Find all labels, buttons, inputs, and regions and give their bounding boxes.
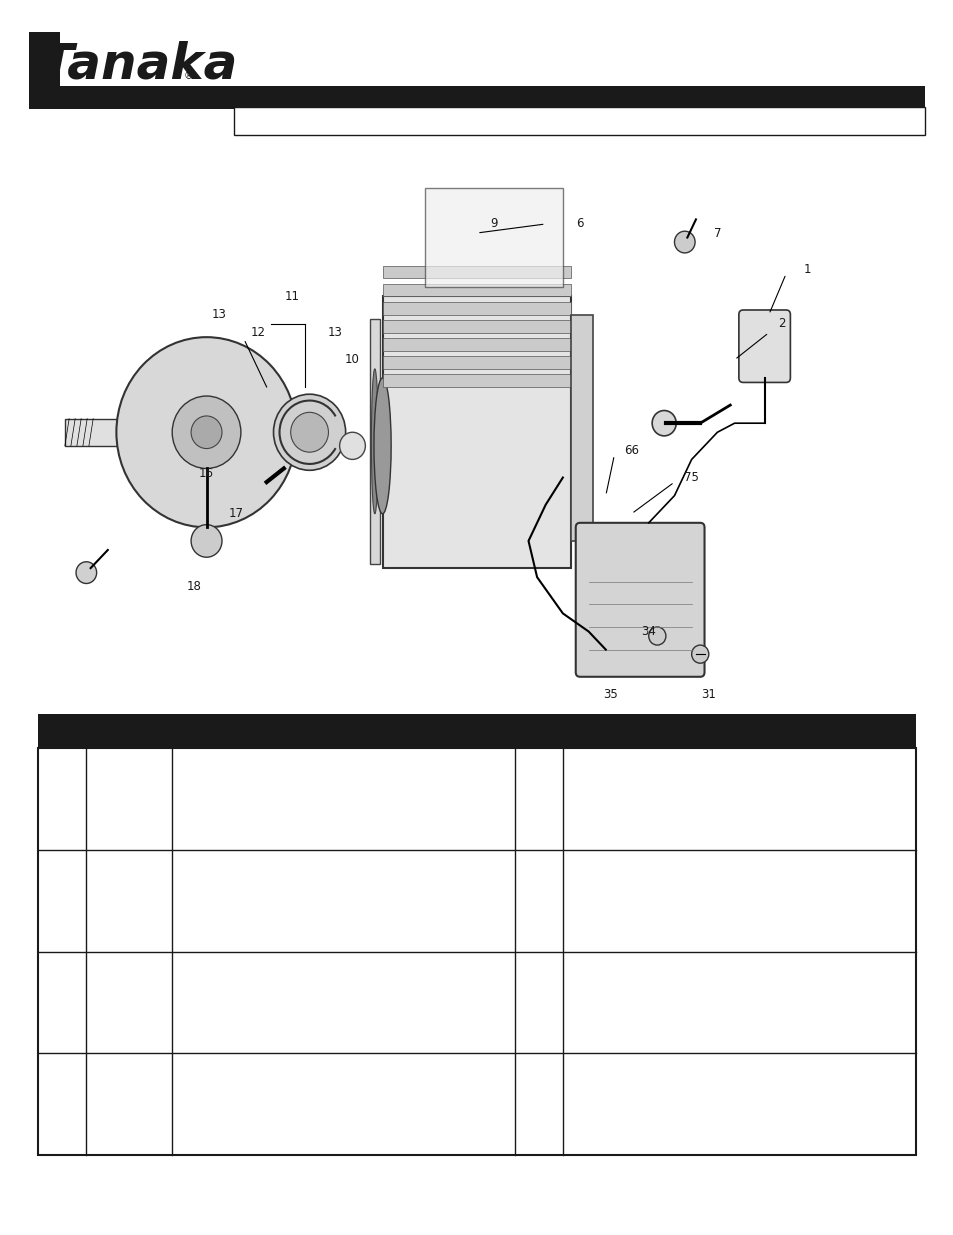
Circle shape [339, 432, 365, 459]
Bar [382, 356, 571, 369]
Bar [29, 86, 924, 109]
Text: 17: 17 [229, 508, 244, 520]
Bar [382, 374, 571, 387]
Text: 13: 13 [328, 326, 342, 340]
Bar [382, 320, 571, 332]
Text: 18: 18 [186, 579, 201, 593]
Text: 12: 12 [251, 326, 265, 340]
Bar [38, 748, 915, 1155]
Circle shape [652, 410, 676, 436]
Text: 35: 35 [602, 688, 617, 701]
Circle shape [691, 645, 708, 663]
FancyBboxPatch shape [738, 310, 789, 383]
Circle shape [116, 337, 296, 527]
Bar [233, 107, 924, 135]
Text: 13: 13 [212, 308, 227, 321]
Text: 31: 31 [700, 688, 716, 701]
Text: 75: 75 [683, 471, 699, 484]
Text: 9: 9 [490, 217, 497, 231]
Circle shape [191, 416, 222, 448]
Bar [382, 284, 571, 296]
FancyBboxPatch shape [576, 522, 704, 677]
Circle shape [172, 396, 240, 468]
Ellipse shape [371, 369, 377, 514]
Bar [425, 188, 562, 288]
Text: 16: 16 [199, 467, 213, 479]
Circle shape [648, 627, 665, 645]
Circle shape [274, 394, 345, 471]
Text: 6: 6 [576, 217, 583, 231]
Text: 10: 10 [345, 353, 359, 367]
Circle shape [76, 562, 96, 583]
Polygon shape [65, 419, 288, 446]
Text: 1: 1 [803, 263, 810, 275]
Circle shape [291, 412, 328, 452]
Bar [382, 338, 571, 351]
Text: 66: 66 [623, 443, 639, 457]
Bar [370, 319, 379, 563]
Text: 2: 2 [778, 317, 784, 330]
Bar [29, 32, 60, 96]
Bar [571, 315, 593, 541]
Bar [382, 296, 571, 568]
Text: 7: 7 [713, 226, 720, 240]
Bar [382, 301, 571, 315]
Text: ®: ® [183, 72, 193, 82]
Text: 11: 11 [285, 290, 299, 303]
Bar [382, 266, 571, 278]
Ellipse shape [374, 378, 391, 514]
Text: Tanaka: Tanaka [40, 41, 238, 88]
Circle shape [191, 525, 222, 557]
Bar [38, 714, 915, 748]
Circle shape [674, 231, 695, 253]
Text: 34: 34 [640, 625, 656, 638]
